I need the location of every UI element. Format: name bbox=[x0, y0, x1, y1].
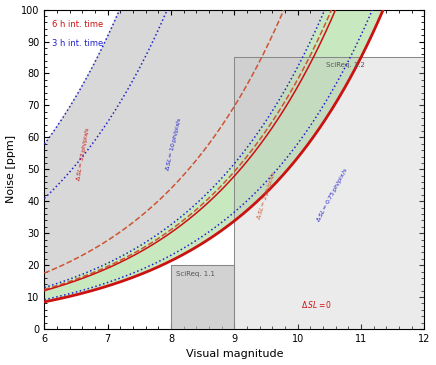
Text: $\Delta\,SL = 0$: $\Delta\,SL = 0$ bbox=[301, 299, 332, 310]
Text: SciReq. 1.2: SciReq. 1.2 bbox=[326, 62, 365, 68]
Text: $\Delta\,SL = 2\,\mathrm{ph/pix/s}$: $\Delta\,SL = 2\,\mathrm{ph/pix/s}$ bbox=[255, 169, 279, 221]
X-axis label: Visual magnitude: Visual magnitude bbox=[186, 349, 283, 360]
Text: SciReq. 1.1: SciReq. 1.1 bbox=[176, 271, 215, 277]
Y-axis label: Noise [ppm]: Noise [ppm] bbox=[6, 135, 16, 203]
Bar bbox=[171, 265, 234, 329]
Text: 3 h int. time: 3 h int. time bbox=[52, 39, 103, 48]
Text: $\Delta\,SL = 10\,\mathrm{ph/pix/s}$: $\Delta\,SL = 10\,\mathrm{ph/pix/s}$ bbox=[164, 115, 185, 172]
Text: $\Delta\,SL = 0.75\,\mathrm{ph/pix/s}$: $\Delta\,SL = 0.75\,\mathrm{ph/pix/s}$ bbox=[314, 166, 351, 224]
Bar bbox=[234, 57, 424, 329]
Text: $\Delta\,SL = 33\,\mathrm{ph/pix/s}$: $\Delta\,SL = 33\,\mathrm{ph/pix/s}$ bbox=[74, 125, 93, 182]
Text: 6 h int. time: 6 h int. time bbox=[52, 20, 103, 29]
